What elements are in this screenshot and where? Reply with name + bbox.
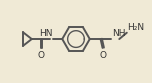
Text: HN: HN [39,29,52,38]
Text: O: O [38,51,45,60]
Text: NH: NH [112,29,126,38]
Text: H₂N: H₂N [127,23,144,32]
Text: O: O [100,51,107,60]
